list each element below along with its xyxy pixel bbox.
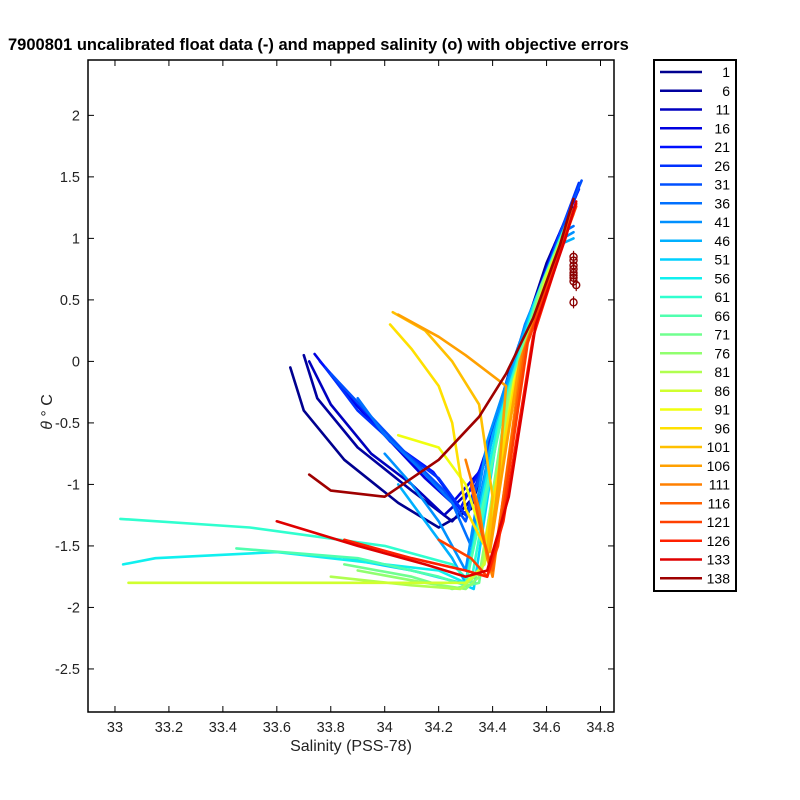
series-line-81 [329, 219, 570, 591]
y-tick-label-9: -2.5 [55, 662, 80, 678]
series-line-133 [275, 200, 578, 578]
series-line-138 [307, 197, 575, 498]
y-axis-label-symbol: θ [39, 421, 56, 430]
legend-label-56: 56 [714, 270, 730, 286]
y-tick-label-3: 0.5 [60, 293, 80, 309]
chart-title: 7900801 uncalibrated float data (-) and … [8, 36, 629, 54]
legend-label-46: 46 [714, 233, 730, 249]
x-tick-label-3: 33.6 [263, 720, 291, 736]
series-line-76 [356, 221, 570, 591]
legend-label-106: 106 [707, 458, 731, 474]
x-tick-label-4: 33.8 [317, 720, 345, 736]
legend-label-6: 6 [722, 83, 730, 99]
legend-label-138: 138 [707, 570, 731, 586]
x-tick-label-9: 34.8 [586, 720, 614, 736]
legend: 1611162126313641465156616671768186919610… [653, 59, 737, 592]
legend-label-51: 51 [714, 252, 730, 268]
legend-label-1: 1 [722, 64, 730, 80]
legend-label-21: 21 [714, 139, 730, 155]
legend-label-81: 81 [714, 364, 730, 380]
y-axis-label-unit: ° C [39, 394, 56, 417]
legend-label-91: 91 [714, 402, 730, 418]
legend-label-86: 86 [714, 383, 730, 399]
x-axis-label: Salinity (PSS-78) [290, 738, 412, 755]
y-tick-label-8: -2 [67, 600, 80, 616]
mapped-salinity-marker-9 [569, 298, 578, 307]
series-lines [119, 179, 583, 591]
y-axis-label: θ ° C [39, 394, 57, 430]
legend-label-101: 101 [707, 439, 731, 455]
legend-label-36: 36 [714, 195, 730, 211]
y-tick-label-5: -0.5 [55, 416, 80, 432]
series-line-51 [343, 237, 562, 591]
y-tick-label-2: 1 [72, 231, 80, 247]
legend-label-76: 76 [714, 345, 730, 361]
legend-label-96: 96 [714, 420, 730, 436]
mapped-salinity-marker-8 [572, 280, 581, 290]
legend-label-61: 61 [714, 289, 730, 305]
plot-frame [87, 59, 615, 713]
x-tick-label-5: 34 [377, 720, 393, 736]
x-tick-label-8: 34.6 [532, 720, 560, 736]
y-tick-label-4: 0 [72, 354, 80, 370]
legend-label-66: 66 [714, 308, 730, 324]
x-tick-label-6: 34.2 [425, 720, 453, 736]
legend-label-41: 41 [714, 214, 730, 230]
y-tick-label-1: 1.5 [60, 170, 80, 186]
series-line-11 [307, 200, 575, 517]
legend-label-16: 16 [714, 120, 730, 136]
x-tick-label-1: 33.2 [155, 720, 183, 736]
y-tick-label-7: -1.5 [55, 539, 80, 555]
series-line-56 [121, 230, 564, 585]
legend-label-126: 126 [707, 533, 731, 549]
legend-label-116: 116 [708, 495, 731, 511]
legend-label-26: 26 [714, 158, 730, 174]
y-tick-label-0: 2 [72, 108, 80, 124]
x-tick-label-2: 33.4 [209, 720, 237, 736]
legend-label-111: 111 [709, 477, 730, 493]
plot-layer [119, 179, 583, 591]
series-line-6 [302, 206, 575, 523]
series-line-71 [343, 222, 570, 591]
axes-layer: 33 33.2 33.4 33.6 33.8 34 34.2 34.4 34.6 34.8 2 1.5… [55, 59, 615, 736]
legend-label-121: 121 [707, 514, 731, 530]
legend-label-11: 11 [715, 102, 730, 118]
x-tick-label-7: 34.4 [478, 720, 506, 736]
x-tick-label-0: 33 [107, 720, 123, 736]
y-tick-label-6: -1 [67, 477, 80, 493]
legend-label-133: 133 [707, 552, 731, 568]
legend-label-31: 31 [714, 177, 730, 193]
legend-label-71: 71 [714, 327, 730, 343]
